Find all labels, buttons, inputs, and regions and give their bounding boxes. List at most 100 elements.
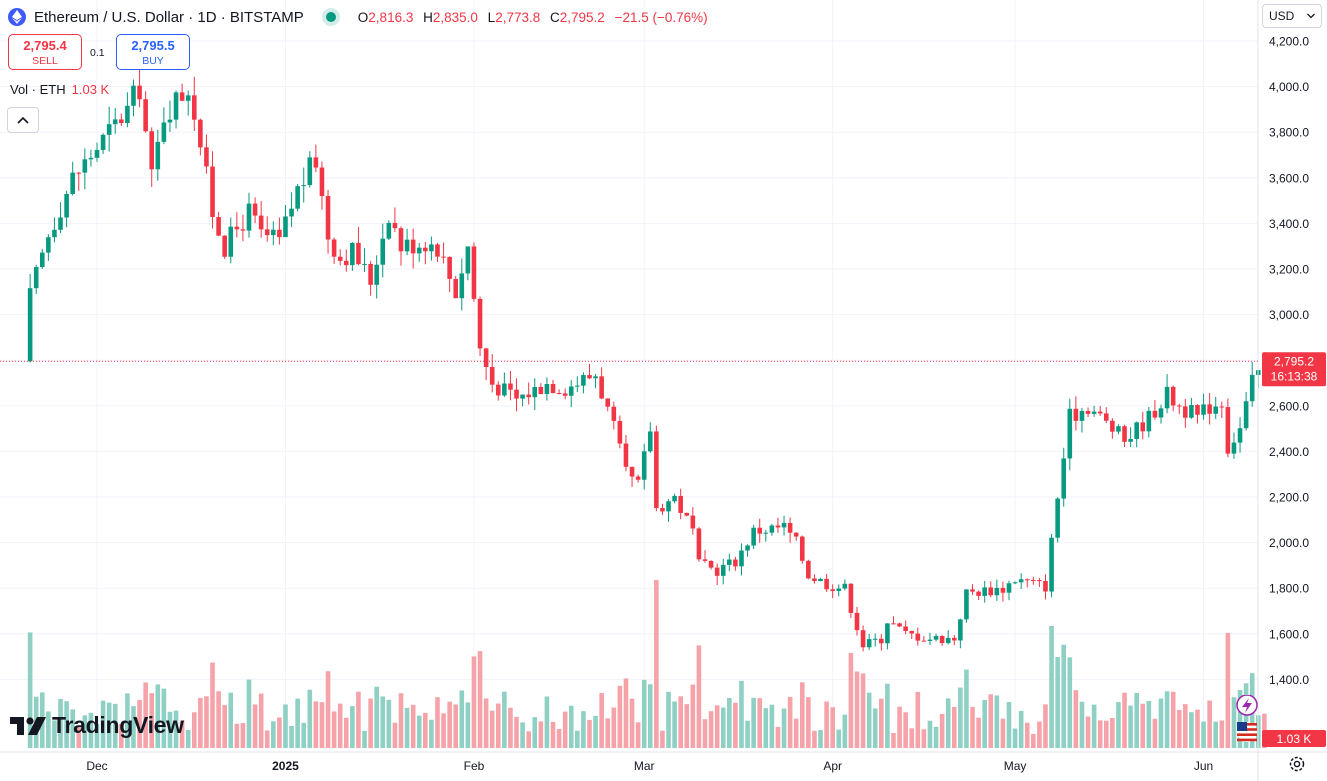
volume-bar [757, 698, 763, 748]
candle-body [416, 247, 422, 254]
candle-body [39, 252, 45, 268]
volume-bar [161, 688, 167, 748]
y-tick-label: 4,000.0 [1269, 80, 1309, 94]
volume-bar [228, 692, 234, 748]
volume-bar [641, 679, 647, 748]
candle-body [1061, 458, 1067, 499]
candle-body [824, 578, 829, 590]
volume-bar [1018, 710, 1024, 748]
candle-body [58, 217, 63, 230]
volume-bar [1213, 721, 1219, 748]
candle-body [1152, 410, 1158, 418]
candle-body [1189, 405, 1194, 418]
volume-bar [1128, 705, 1133, 748]
gridlines [0, 0, 1258, 748]
candle-body [1079, 411, 1085, 421]
candle-body [514, 389, 519, 399]
candle-body [793, 532, 799, 537]
volume-bar [994, 695, 1000, 748]
buy-button[interactable]: 2,795.5 BUY [116, 34, 190, 70]
volume-bar [119, 724, 124, 748]
sell-label: SELL [32, 55, 58, 67]
candle-body [1091, 411, 1097, 414]
volume-bar [453, 704, 459, 748]
volume-bar [556, 729, 562, 748]
y-tick-label: 2,000.0 [1269, 536, 1309, 550]
volume-bar [739, 680, 744, 748]
open-key: O [357, 9, 369, 25]
candle-body [386, 222, 392, 239]
volume-bar [502, 691, 507, 748]
volume-bar [842, 714, 848, 748]
volume-bar [64, 701, 69, 748]
volume-bar [866, 692, 872, 748]
volume-bar [1097, 720, 1103, 748]
volume-bar [885, 683, 890, 748]
symbol-title[interactable]: Ethereum / U.S. Dollar · 1D · BITSTAMP [34, 8, 304, 26]
tradingview-icon [10, 716, 46, 735]
volume-bar [945, 698, 951, 748]
volume-bar [1043, 704, 1048, 748]
candle-body [532, 386, 538, 398]
volume-bar [763, 708, 769, 748]
volume-bars [27, 579, 1267, 748]
candle-body [848, 583, 854, 613]
candle-body [70, 172, 75, 194]
candle-body [350, 242, 355, 266]
overlay-icons [1233, 694, 1263, 750]
candle-body [173, 92, 179, 120]
currency-selector[interactable]: USD [1262, 4, 1322, 28]
us-flag-icon[interactable] [1237, 722, 1257, 742]
buy-price: 2,795.5 [131, 38, 175, 53]
market-status-dot[interactable] [325, 12, 336, 22]
volume-bar [1122, 692, 1127, 748]
candle-body [739, 550, 744, 567]
volume-bar [848, 652, 854, 748]
candle-body [508, 383, 513, 390]
x-tick-label: Feb [464, 759, 485, 773]
close-key: C [550, 9, 560, 25]
candle-body [781, 522, 787, 528]
candle-body [751, 527, 756, 546]
volume-bar [343, 717, 349, 748]
volume-bar [915, 691, 921, 748]
candle-body [1170, 386, 1176, 406]
sell-button[interactable]: 2,795.4 SELL [8, 34, 82, 70]
gear-icon[interactable] [1287, 754, 1307, 774]
volume-bar [1055, 656, 1060, 748]
volume-bar [982, 699, 987, 748]
volume-bar [100, 700, 106, 748]
candle-body [106, 124, 112, 135]
volume-legend[interactable]: Vol · ETH 1.03 K [10, 82, 109, 97]
candle-body [137, 85, 142, 100]
volume-bar [392, 722, 398, 748]
lightning-icon[interactable] [1236, 694, 1258, 716]
candle-body [252, 203, 258, 216]
volume-bar [240, 723, 246, 748]
ohlc-values: O2,816.3 H2,835.0 L2,773.8 C2,795.2 −21.… [358, 10, 714, 25]
candle-body [423, 247, 428, 252]
volume-bar [1067, 657, 1073, 748]
volume-bar [629, 698, 635, 748]
candle-body [198, 119, 203, 148]
collapse-legend-button[interactable] [7, 107, 39, 133]
y-tick-label: 3,600.0 [1269, 171, 1309, 185]
volume-bar [368, 698, 373, 748]
candle-body [1000, 587, 1006, 593]
tradingview-logo[interactable]: TradingView [10, 712, 184, 739]
candle-body [988, 587, 994, 596]
volume-value-label: 1.03 K [1277, 732, 1312, 746]
chevron-down-icon [1307, 13, 1315, 19]
candle-body [271, 229, 276, 236]
volume-bar [1012, 728, 1018, 748]
candle-body [429, 244, 434, 252]
volume-bar [356, 691, 361, 748]
y-tick-label: 2,200.0 [1269, 491, 1309, 505]
candle-body [46, 237, 51, 253]
candle-body [654, 431, 659, 509]
volume-bar [824, 701, 829, 748]
candle-body [1006, 583, 1012, 593]
candle-body [599, 376, 604, 399]
volume-bar [1079, 701, 1085, 748]
